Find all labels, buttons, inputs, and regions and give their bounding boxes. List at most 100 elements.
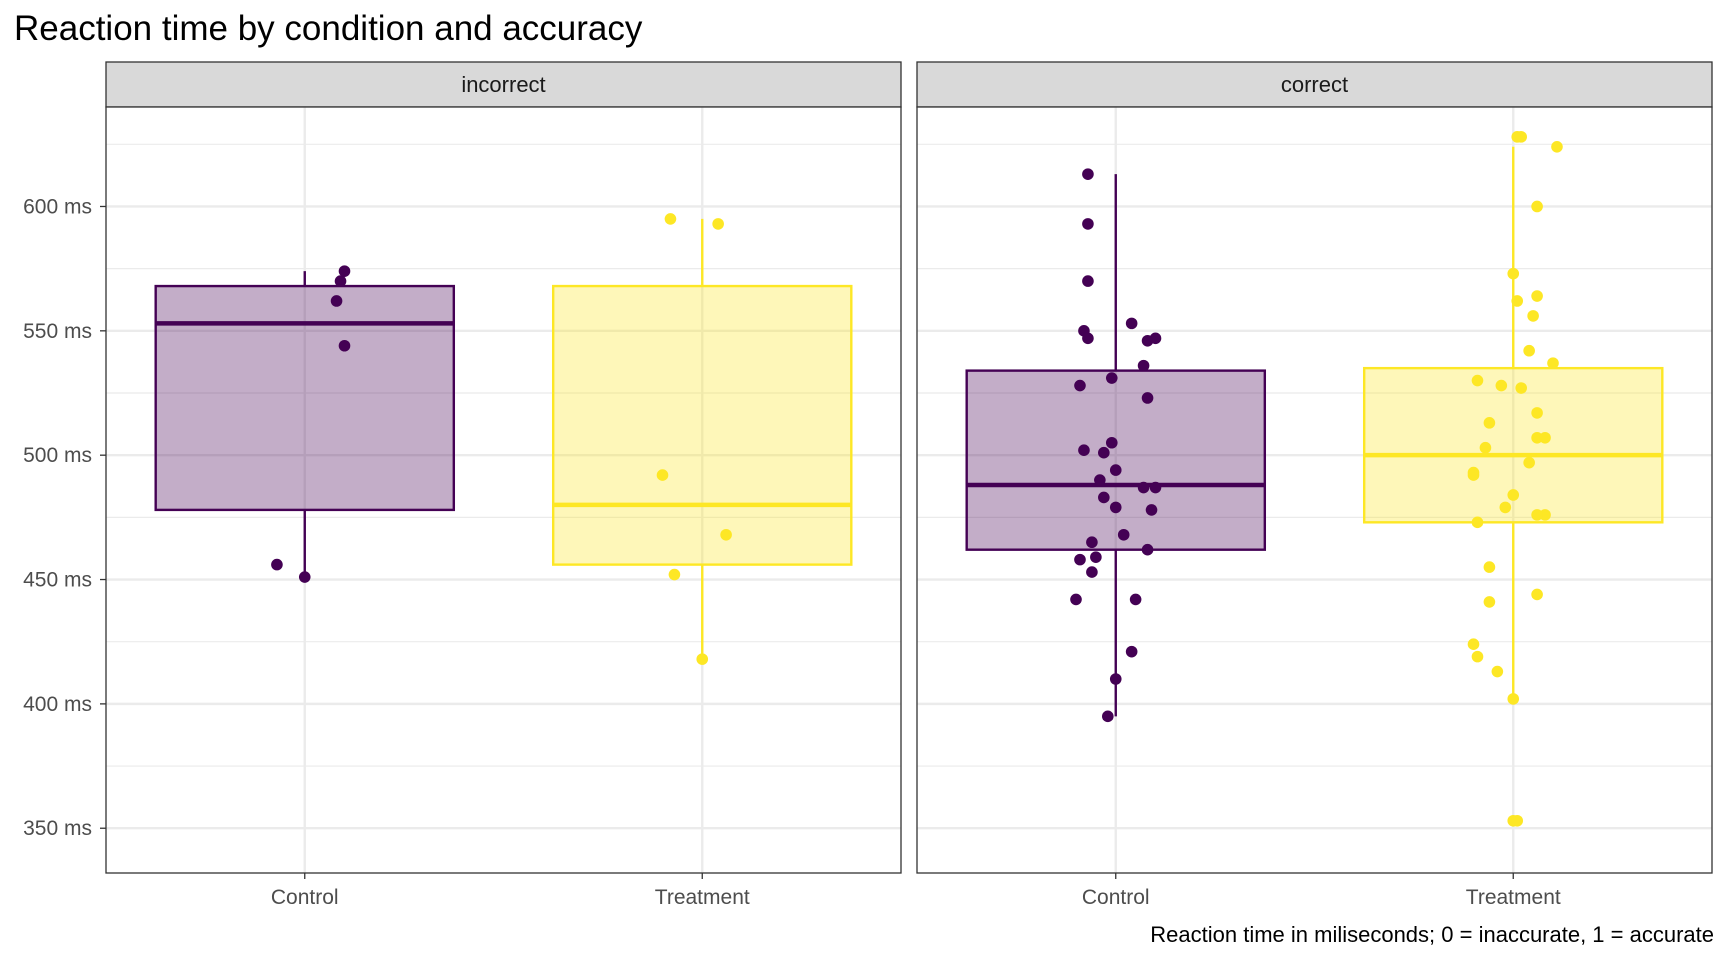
data-point — [1523, 344, 1535, 357]
y-tick-label: 600 ms — [23, 195, 92, 218]
data-point — [664, 213, 677, 225]
data-point — [1078, 444, 1090, 457]
data-point — [656, 469, 669, 481]
y-tick-label: 400 ms — [23, 693, 92, 716]
data-point — [1074, 379, 1086, 392]
data-point — [1511, 814, 1524, 827]
facet-strip — [916, 61, 1713, 108]
data-point — [338, 339, 351, 352]
data-point — [1074, 553, 1086, 566]
data-point — [1471, 374, 1484, 387]
data-point — [1539, 509, 1551, 521]
data-point — [720, 528, 732, 541]
data-point — [271, 558, 283, 571]
data-point — [1483, 596, 1496, 608]
y-tick-label: 550 ms — [23, 320, 92, 343]
boxplot-treatment — [1362, 131, 1664, 827]
data-point — [1109, 464, 1122, 476]
data-point — [1082, 168, 1094, 180]
data-point — [1141, 543, 1154, 556]
panel-background — [917, 107, 1712, 873]
data-point — [1515, 131, 1527, 143]
data-point — [330, 295, 343, 307]
chart-caption: Reaction time in miliseconds; 0 = inaccu… — [1150, 922, 1714, 947]
data-point — [668, 568, 681, 581]
data-point — [1515, 382, 1527, 394]
data-point — [1531, 407, 1543, 419]
data-point — [1491, 665, 1504, 678]
data-point — [1507, 267, 1520, 280]
data-point — [1495, 379, 1508, 392]
data-point — [1105, 372, 1118, 384]
panel-background — [106, 107, 901, 873]
data-point — [1479, 441, 1492, 454]
data-point — [1507, 489, 1520, 501]
chart-title: Reaction time by condition and accuracy — [14, 9, 643, 48]
data-point — [1105, 436, 1118, 449]
data-point — [1467, 469, 1480, 481]
y-tick-label: 500 ms — [23, 444, 92, 467]
data-point — [1523, 456, 1535, 469]
data-point — [1082, 218, 1094, 230]
data-point — [1141, 392, 1154, 404]
data-point — [1137, 481, 1150, 494]
iqr-box — [551, 284, 853, 566]
data-point — [1483, 561, 1496, 573]
panel-border — [916, 106, 1713, 874]
data-point — [338, 265, 351, 277]
x-tick-label: Control — [271, 886, 339, 909]
data-point — [1527, 310, 1539, 322]
data-point — [1098, 491, 1110, 504]
y-tick-label: 350 ms — [23, 817, 92, 840]
y-axis: 350 ms 400 ms 450 ms 500 ms 550 ms 600 ms — [23, 195, 106, 840]
facet-strip-label: correct — [1281, 72, 1348, 97]
data-point — [1125, 645, 1138, 658]
data-point — [1098, 446, 1110, 459]
facet-panel-incorrect: incorrect Control Treatment — [105, 61, 902, 909]
data-point — [1086, 536, 1098, 549]
facet-panels: incorrect Control Treatment correct Control T… — [105, 61, 1713, 909]
data-point — [1125, 317, 1138, 330]
data-point — [1547, 357, 1559, 369]
data-point — [1511, 295, 1524, 307]
data-point — [1137, 359, 1150, 372]
data-point — [712, 218, 724, 230]
x-tick-label: Treatment — [1466, 886, 1561, 909]
data-point — [1507, 693, 1520, 705]
data-point — [1531, 509, 1543, 521]
boxplot-control — [154, 265, 456, 583]
data-point — [696, 653, 709, 665]
data-point — [1086, 566, 1098, 578]
data-point — [1539, 431, 1551, 444]
facet-strip-label: incorrect — [461, 72, 545, 97]
data-point — [1090, 551, 1102, 563]
iqr-box — [154, 284, 456, 512]
data-point — [1094, 474, 1106, 486]
data-point — [334, 275, 347, 287]
facet-strip — [105, 61, 902, 108]
data-point — [1149, 481, 1162, 494]
data-point — [1499, 501, 1512, 514]
boxplot-control — [965, 168, 1267, 723]
x-tick-label: Treatment — [655, 886, 750, 909]
data-point — [1109, 501, 1122, 514]
data-point — [298, 571, 311, 583]
data-point — [1471, 650, 1484, 663]
data-point — [1471, 516, 1484, 529]
data-point — [1531, 290, 1543, 302]
data-point — [1129, 593, 1142, 606]
data-point — [1117, 528, 1130, 541]
panel-border — [105, 106, 902, 874]
data-point — [1145, 504, 1158, 516]
data-point — [1531, 431, 1543, 444]
data-point — [1082, 332, 1094, 345]
data-point — [1102, 710, 1114, 723]
data-point — [1531, 200, 1543, 213]
data-point — [1551, 140, 1563, 153]
data-point — [1082, 275, 1094, 287]
iqr-box — [965, 369, 1267, 551]
data-point — [1149, 332, 1162, 345]
facet-panel-correct: correct Control Treatment — [916, 61, 1713, 909]
x-tick-label: Control — [1082, 886, 1150, 909]
